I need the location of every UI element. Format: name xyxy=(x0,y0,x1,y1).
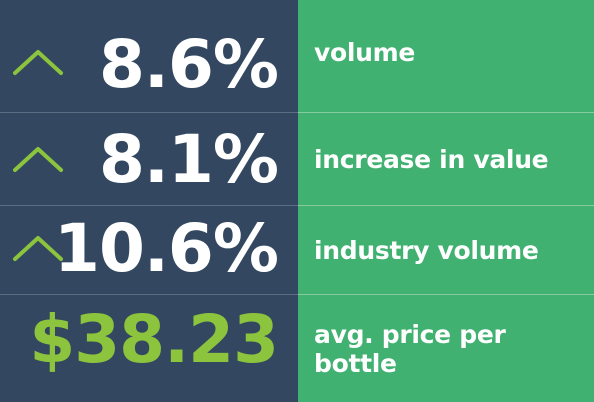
stat-label: increase in value xyxy=(314,144,549,174)
stat-value-price: $38.23 xyxy=(29,301,279,378)
chevron-up-icon xyxy=(12,234,64,262)
stat-label-cell-price: avg. price per bottle xyxy=(298,295,594,402)
stat-label: volume xyxy=(314,38,416,67)
stat-value: 8.1% xyxy=(98,121,279,198)
chevron-up-icon xyxy=(12,145,64,173)
stat-value: 10.6% xyxy=(54,210,279,287)
stat-value: 8.6% xyxy=(98,26,279,103)
stat-value-cell-industry-volume: 10.6% xyxy=(0,206,298,295)
chevron-up-icon xyxy=(12,48,64,76)
stat-label: avg. price per bottle xyxy=(314,319,506,378)
stat-label-cell-value: increase in value xyxy=(298,113,594,206)
stat-label: industry volume xyxy=(314,235,539,265)
stat-value-cell-volume: 8.6% xyxy=(0,0,298,113)
stat-label-cell-industry-volume: industry volume xyxy=(298,206,594,295)
stat-value-cell-value: 8.1% xyxy=(0,113,298,206)
stat-value-cell-price: $38.23 xyxy=(0,295,298,402)
stat-label-cell-volume: volume xyxy=(298,0,594,113)
